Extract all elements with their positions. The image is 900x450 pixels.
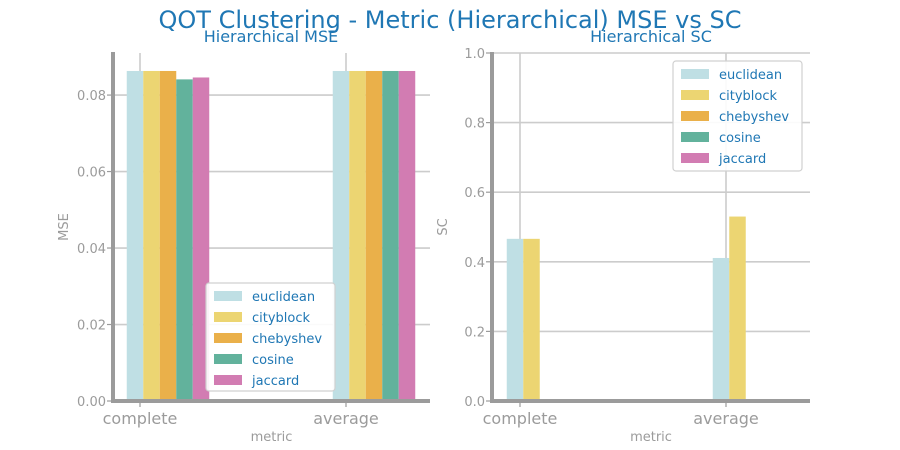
sc-chart-panel: Hierarchical SC 0.0 0.2 0.4 0.6 0.8 1.0 complet… bbox=[436, 27, 810, 445]
bar-euclidean-average bbox=[712, 257, 730, 401]
legend-label-jaccard: jaccard bbox=[718, 152, 766, 167]
legend-label-cityblock: cityblock bbox=[719, 89, 778, 104]
chart-title: Hierarchical MSE bbox=[204, 27, 339, 46]
x-tick-label: complete bbox=[483, 409, 558, 428]
legend-swatch-cityblock bbox=[214, 312, 242, 322]
bar-cityblock-complete bbox=[523, 238, 540, 401]
bar-cosine-complete bbox=[176, 79, 193, 401]
y-tick-label: 0.8 bbox=[464, 117, 485, 132]
bar-cityblock-complete bbox=[143, 70, 160, 401]
y-tick-label: 0.0 bbox=[464, 395, 485, 410]
legend-swatch-cosine bbox=[214, 354, 242, 364]
bar-chebyshev-average bbox=[365, 70, 383, 401]
y-axis-label: SC bbox=[436, 218, 451, 235]
y-tick-label: 0.6 bbox=[464, 186, 485, 201]
legend-swatch-chebyshev bbox=[681, 111, 709, 121]
x-axis-label: metric bbox=[251, 430, 293, 445]
mse-chart-panel: Hierarchical MSE 0.00 0.02 0.04 0.06 0.08 comp… bbox=[57, 27, 430, 445]
x-tick-label: average bbox=[313, 409, 379, 428]
x-axis-label: metric bbox=[630, 430, 672, 445]
legend-label-chebyshev: chebyshev bbox=[719, 110, 789, 125]
y-axis-label: MSE bbox=[57, 213, 72, 241]
x-tick-label: complete bbox=[103, 409, 178, 428]
legend-swatch-euclidean bbox=[681, 69, 709, 79]
legend-swatch-cosine bbox=[681, 132, 709, 142]
legend-swatch-jaccard bbox=[681, 153, 709, 163]
y-tick-label: 0.08 bbox=[77, 89, 106, 104]
bar-euclidean-complete bbox=[126, 70, 144, 401]
bar-jaccard-complete bbox=[192, 77, 210, 401]
bar-euclidean-average bbox=[332, 70, 350, 401]
bar-jaccard-average bbox=[398, 70, 416, 401]
bar-cosine-average bbox=[382, 70, 399, 401]
chart-title: Hierarchical SC bbox=[590, 27, 712, 46]
legend-swatch-euclidean bbox=[214, 291, 242, 301]
legend: euclidean cityblock chebyshev cosine jaccard bbox=[672, 60, 803, 172]
bar-cityblock-average bbox=[349, 70, 366, 401]
legend-label-jaccard: jaccard bbox=[251, 374, 299, 389]
bar-euclidean-complete bbox=[506, 238, 524, 401]
y-tick-label: 0.04 bbox=[77, 242, 106, 257]
legend-frame bbox=[672, 60, 803, 172]
bar-cityblock-average bbox=[729, 216, 746, 401]
legend-swatch-chebyshev bbox=[214, 333, 242, 343]
legend-label-chebyshev: chebyshev bbox=[252, 332, 322, 347]
legend-label-cosine: cosine bbox=[719, 131, 761, 146]
y-tick-label: 0.00 bbox=[77, 395, 106, 410]
y-tick-label: 1.0 bbox=[464, 47, 485, 62]
legend-label-cityblock: cityblock bbox=[252, 311, 311, 326]
legend: euclidean cityblock chebyshev cosine jaccard bbox=[205, 282, 336, 392]
legend-label-cosine: cosine bbox=[252, 353, 294, 368]
y-tick-label: 0.06 bbox=[77, 166, 106, 181]
y-tick-label: 0.2 bbox=[464, 325, 485, 340]
figure-title: QOT Clustering - Metric (Hierarchical) M… bbox=[159, 6, 742, 34]
legend-swatch-jaccard bbox=[214, 375, 242, 385]
y-tick-label: 0.02 bbox=[77, 319, 106, 334]
legend-label-euclidean: euclidean bbox=[719, 68, 782, 83]
legend-swatch-cityblock bbox=[681, 90, 709, 100]
legend-label-euclidean: euclidean bbox=[252, 290, 315, 305]
y-tick-label: 0.4 bbox=[464, 256, 485, 271]
bar-chebyshev-complete bbox=[159, 70, 177, 401]
x-tick-label: average bbox=[693, 409, 759, 428]
